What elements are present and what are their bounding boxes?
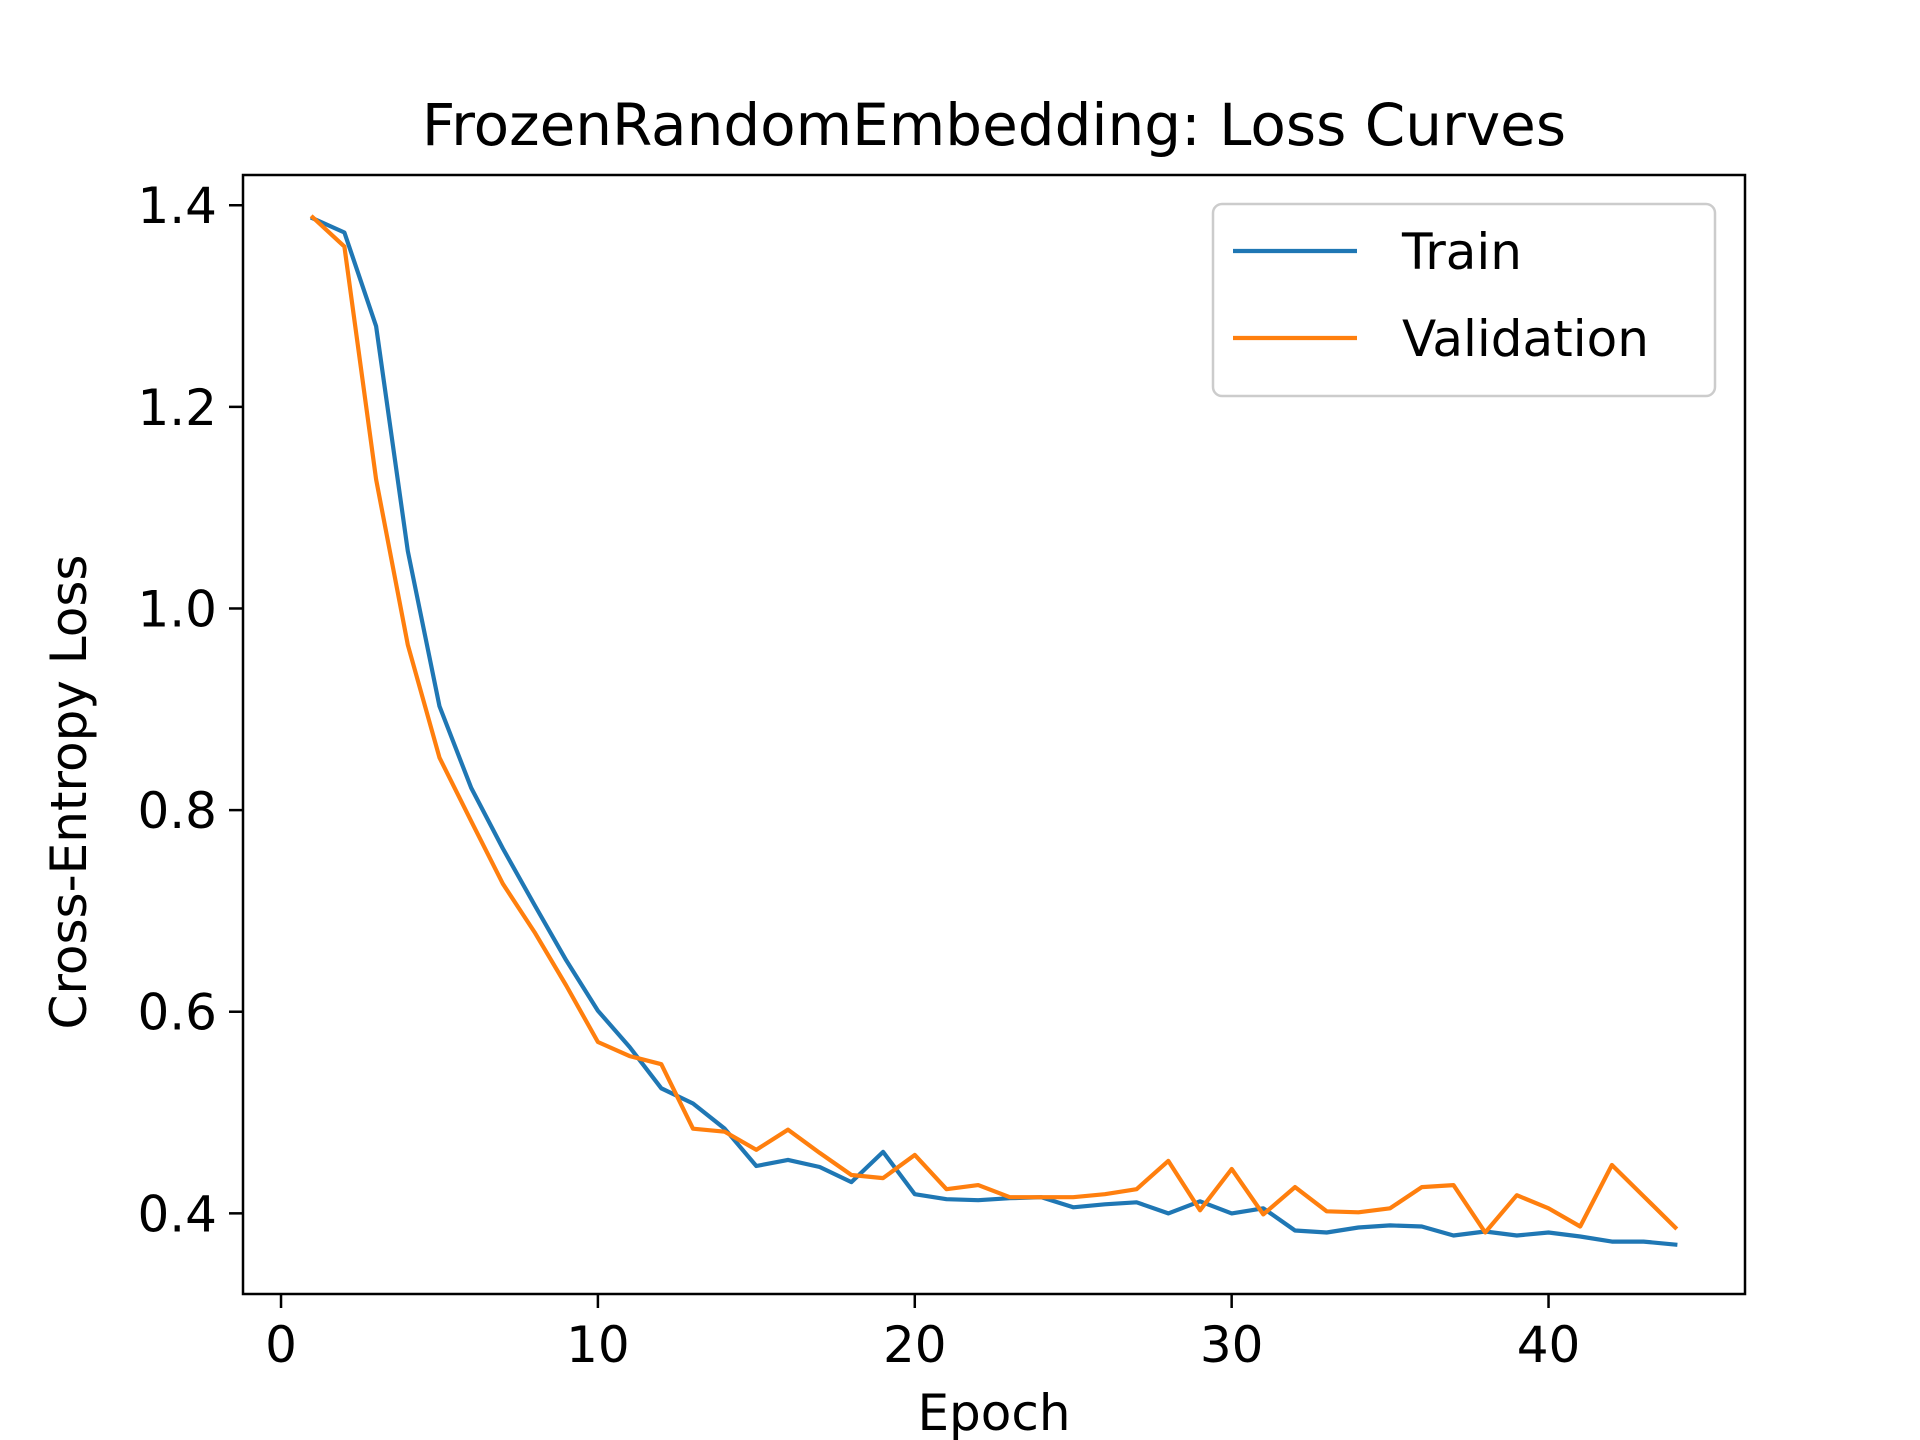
x-tick-label: 10 bbox=[566, 1316, 630, 1374]
chart-title: FrozenRandomEmbedding: Loss Curves bbox=[422, 91, 1566, 159]
series-line-validation bbox=[309, 214, 1679, 1235]
x-tick-label: 30 bbox=[1200, 1316, 1264, 1374]
y-tick-label: 0.8 bbox=[137, 782, 217, 840]
y-tick-label: 0.4 bbox=[137, 1185, 217, 1243]
plot-frame bbox=[241, 173, 1747, 1296]
y-axis-label: Cross-Entropy Loss bbox=[40, 555, 98, 1030]
series-line-train bbox=[309, 215, 1678, 1247]
y-tick-label: 1.0 bbox=[137, 580, 217, 638]
y-tick-label: 1.4 bbox=[137, 177, 217, 235]
x-tick-label: 20 bbox=[883, 1316, 947, 1374]
y-tick-label: 0.6 bbox=[137, 984, 217, 1042]
y-axis-ticks: 0.4 0.6 0.8 1.0 1.2 1.4 bbox=[137, 177, 243, 1243]
x-axis-label: Epoch bbox=[917, 1384, 1070, 1440]
legend-label-train: Train bbox=[1401, 223, 1522, 281]
x-axis-ticks: 0 10 20 30 40 bbox=[265, 1294, 1580, 1374]
x-tick-label: 0 bbox=[265, 1316, 297, 1374]
x-tick-label: 40 bbox=[1517, 1316, 1581, 1374]
plot-area bbox=[309, 214, 1679, 1247]
legend-label-validation: Validation bbox=[1402, 310, 1649, 368]
legend: Train Validation bbox=[1211, 202, 1717, 398]
y-tick-label: 1.2 bbox=[137, 379, 217, 437]
